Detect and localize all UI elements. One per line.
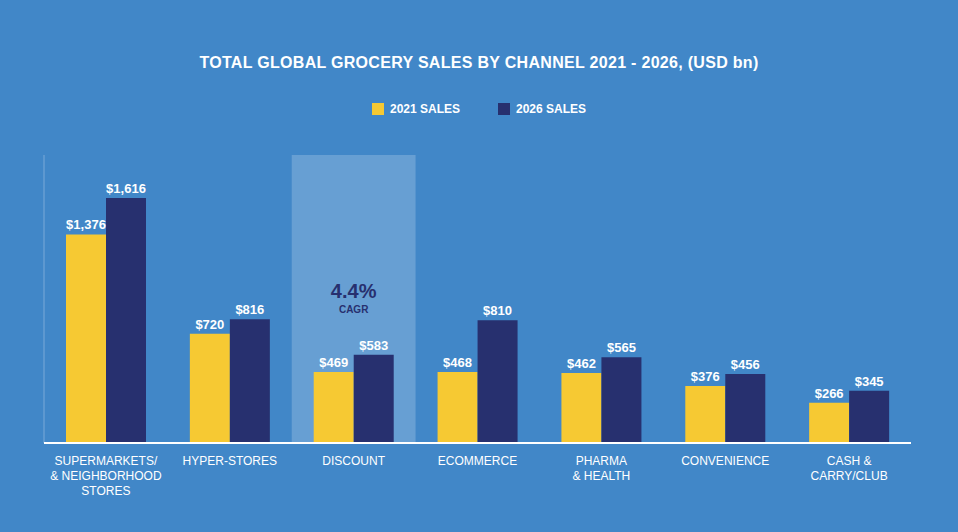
- svg-text:$565: $565: [607, 340, 636, 355]
- svg-text:$376: $376: [691, 369, 720, 384]
- svg-text:$816: $816: [235, 302, 264, 317]
- svg-text:$810: $810: [483, 303, 512, 318]
- svg-text:CAGR: CAGR: [339, 304, 369, 315]
- svg-text:$266: $266: [815, 386, 844, 401]
- svg-text:HYPER-STORES: HYPER-STORES: [183, 454, 277, 468]
- svg-text:$456: $456: [731, 357, 760, 372]
- svg-text:$462: $462: [567, 356, 596, 371]
- svg-text:4.4%: 4.4%: [331, 280, 377, 302]
- svg-text:DISCOUNT: DISCOUNT: [322, 454, 385, 468]
- svg-text:CASH &CARRY/CLUB: CASH &CARRY/CLUB: [811, 454, 888, 483]
- html-text:2026 SALES: 2026 SALES: [516, 102, 586, 116]
- svg-text:$1,616: $1,616: [106, 181, 146, 196]
- svg-text:$345: $345: [855, 374, 884, 389]
- svg-text:$1,376: $1,376: [66, 217, 106, 232]
- svg-text:PHARMA& HEALTH: PHARMA& HEALTH: [572, 454, 630, 483]
- svg-text:$583: $583: [359, 338, 388, 353]
- svg-text:SUPERMARKETS/& NEIGHBORHOODSTO: SUPERMARKETS/& NEIGHBORHOODSTORES: [50, 454, 162, 498]
- svg-text:$468: $468: [443, 355, 472, 370]
- html-text:TOTAL GLOBAL GROCERY SALES BY: TOTAL GLOBAL GROCERY SALES BY CHANNEL 20…: [199, 54, 759, 71]
- svg-text:CONVENIENCE: CONVENIENCE: [681, 454, 769, 468]
- svg-text:$469: $469: [319, 355, 348, 370]
- svg-text:ECOMMERCE: ECOMMERCE: [438, 454, 517, 468]
- html-text:2021 SALES: 2021 SALES: [390, 102, 460, 116]
- svg-text:$720: $720: [195, 317, 224, 332]
